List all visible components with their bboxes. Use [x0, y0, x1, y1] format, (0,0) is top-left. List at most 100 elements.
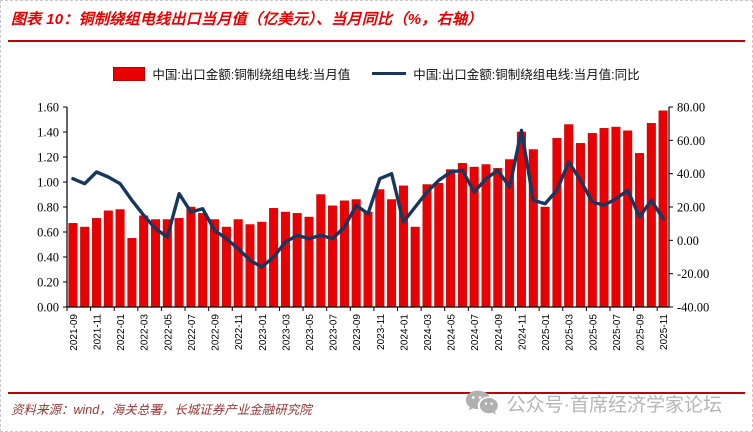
- wechat-icon: [465, 389, 498, 417]
- bar: [233, 219, 243, 308]
- bar: [635, 153, 645, 308]
- right-axis-label: 20.00: [677, 201, 705, 215]
- right-axis-label: 60.00: [677, 134, 705, 148]
- x-axis-label: 2023-01: [258, 314, 269, 351]
- legend: 中国:出口金额:铜制绕组电线:当月值 中国:出口金额:铜制绕组电线:当月值:同比: [1, 64, 752, 83]
- x-axis-label: 2023-07: [329, 314, 340, 351]
- bar: [115, 209, 125, 308]
- bar: [292, 213, 302, 308]
- x-axis-label: 2025-01: [541, 314, 552, 351]
- bar: [139, 215, 149, 308]
- bar: [646, 123, 656, 308]
- bar: [328, 205, 338, 308]
- x-axis-label: 2023-05: [305, 314, 316, 351]
- legend-label-line: 中国:出口金额:铜制绕组电线:当月值:同比: [413, 68, 640, 82]
- left-axis-label: 0.20: [37, 276, 59, 290]
- bar: [540, 206, 550, 308]
- bar: [481, 164, 491, 308]
- right-axis-label: -20.00: [677, 267, 709, 281]
- right-axis-label: -40.00: [677, 301, 709, 315]
- left-axis-label: 0.80: [37, 201, 59, 215]
- x-axis-label: 2022-03: [140, 314, 151, 351]
- x-axis-label: 2025-11: [659, 314, 670, 350]
- x-axis-label: 2025-09: [635, 314, 646, 351]
- bar: [186, 206, 196, 308]
- watermark-text: 公众号·首席经济学家论坛: [506, 394, 722, 416]
- left-axis-label: 1.20: [37, 151, 59, 165]
- bar: [611, 126, 621, 308]
- line-series-swatch: [372, 71, 407, 76]
- bar: [410, 226, 420, 308]
- bar: [587, 133, 597, 308]
- watermark: 公众号·首席经济学家论坛: [465, 389, 722, 417]
- x-axis-label: 2025-05: [588, 314, 599, 351]
- footer-divider: [8, 392, 745, 394]
- x-axis-label: 2023-09: [352, 314, 363, 351]
- bar: [434, 183, 444, 308]
- left-axis-label: 0.00: [37, 301, 59, 315]
- bar-series-swatch: [113, 66, 146, 81]
- bar: [576, 143, 586, 308]
- left-axis-label: 1.60: [37, 101, 59, 115]
- bar: [493, 168, 503, 308]
- left-axis-label: 0.60: [37, 226, 59, 240]
- x-axis-label: 2023-03: [281, 314, 292, 351]
- bar: [599, 128, 609, 308]
- right-axis-label: 40.00: [677, 167, 705, 181]
- left-axis-label: 0.40: [37, 251, 59, 265]
- left-axis-label: 1.40: [37, 126, 59, 140]
- bar: [516, 131, 526, 308]
- bar: [339, 200, 349, 308]
- bar: [198, 213, 208, 308]
- bar: [387, 199, 397, 308]
- bar: [80, 226, 90, 308]
- x-axis-label: 2025-03: [565, 314, 576, 351]
- bar: [68, 223, 78, 308]
- x-axis-label: 2024-01: [399, 314, 410, 351]
- x-axis-label: 2022-05: [163, 314, 174, 351]
- x-axis-label: 2023-11: [376, 314, 387, 350]
- x-axis-label: 2021-09: [69, 314, 80, 351]
- bar: [457, 163, 467, 308]
- x-axis-label: 2024-11: [517, 314, 528, 350]
- x-axis-label: 2024-07: [470, 314, 481, 351]
- bar: [658, 110, 668, 308]
- x-axis-label: 2025-07: [612, 314, 623, 351]
- x-axis-label: 2024-03: [423, 314, 434, 351]
- bar: [103, 210, 113, 308]
- bar: [127, 238, 137, 308]
- bar: [363, 211, 373, 308]
- x-axis-label: 2024-05: [447, 314, 458, 351]
- bar: [351, 199, 361, 308]
- x-axis-label: 2024-09: [494, 314, 505, 351]
- bar: [304, 216, 314, 308]
- x-axis-label: 2022-01: [116, 314, 127, 351]
- x-axis-label: 2021-11: [93, 314, 104, 350]
- plot-area: 0.00 0.20 0.40 0.60 0.80 1.00 1.20 1.40 1.60 -40.…: [1, 96, 752, 386]
- bar: [564, 124, 574, 308]
- yoy-line: [71, 128, 665, 269]
- source-note: 资料来源：wind，海关总署，长城证券产业金融研究院: [11, 403, 312, 417]
- bar: [316, 194, 326, 308]
- x-axis-label: 2022-11: [234, 314, 245, 350]
- bar: [245, 224, 255, 308]
- right-axis-label: 0.00: [677, 234, 699, 248]
- bar: [446, 169, 456, 308]
- legend-item-bar: 中国:出口金额:铜制绕组电线:当月值: [113, 64, 350, 83]
- left-axis-label: 1.00: [37, 176, 59, 190]
- bar: [91, 218, 101, 308]
- bar: [623, 130, 633, 308]
- bar: [280, 211, 290, 308]
- x-axis-label: 2022-09: [211, 314, 222, 351]
- right-axis-label: 80.00: [677, 101, 705, 115]
- x-axis-label: 2022-07: [187, 314, 198, 351]
- legend-item-line: 中国:出口金额:铜制绕组电线:当月值:同比: [372, 64, 640, 83]
- chart-canvas: 0.00 0.20 0.40 0.60 0.80 1.00 1.20 1.40 1.60 -40.…: [37, 101, 709, 351]
- chart-title: 图表 10：铜制绕组电线出口当月值（亿美元）、当月同比（%，右轴）: [11, 11, 483, 28]
- bar: [422, 184, 432, 308]
- bar: [174, 218, 184, 308]
- title-divider: [8, 40, 745, 42]
- bar: [375, 189, 385, 308]
- legend-label-bar: 中国:出口金额:铜制绕组电线:当月值: [152, 68, 351, 82]
